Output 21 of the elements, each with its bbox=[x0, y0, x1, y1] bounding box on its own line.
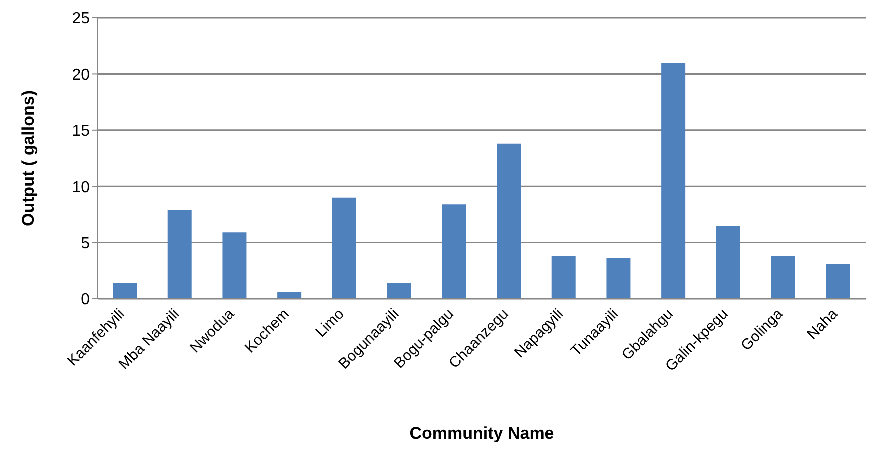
bar bbox=[662, 62, 686, 299]
y-tick-label: 5 bbox=[81, 235, 90, 252]
y-tick-label: 20 bbox=[72, 66, 90, 84]
y-tick-label: 15 bbox=[72, 123, 90, 140]
y-tick-label: 0 bbox=[81, 292, 90, 309]
x-axis-title: Community Name bbox=[410, 424, 554, 443]
bar bbox=[606, 258, 631, 299]
y-tick-label: 10 bbox=[72, 179, 90, 196]
bar bbox=[387, 283, 412, 299]
bar bbox=[332, 198, 356, 299]
bar bbox=[552, 256, 576, 299]
bar bbox=[826, 264, 850, 299]
y-axis-title: Output ( gallons) bbox=[19, 90, 38, 226]
bar bbox=[168, 210, 192, 299]
bar bbox=[222, 232, 247, 299]
bar bbox=[771, 256, 796, 299]
bar bbox=[497, 144, 521, 299]
bar bbox=[442, 204, 466, 299]
y-tick-label: 25 bbox=[72, 10, 90, 28]
bar bbox=[716, 226, 740, 299]
bar bbox=[113, 283, 137, 299]
